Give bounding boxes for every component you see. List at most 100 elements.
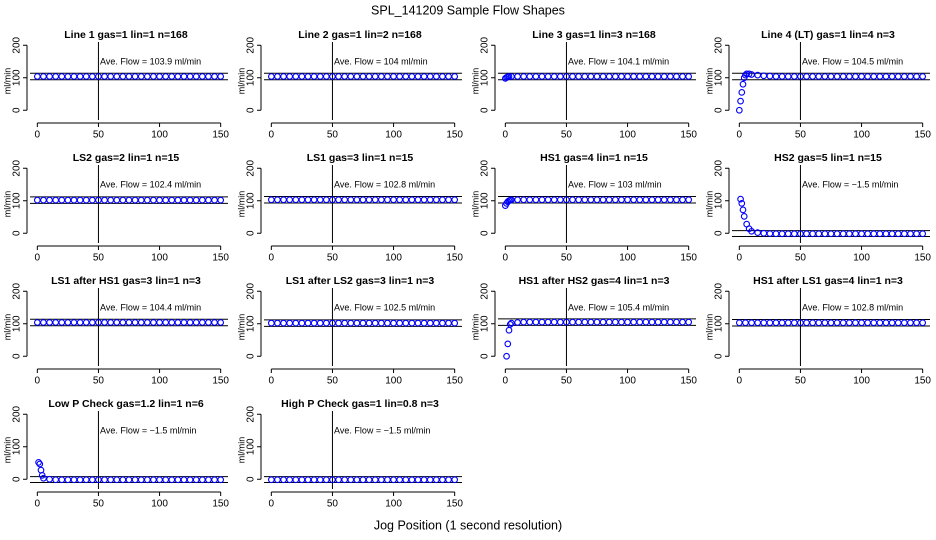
x-tick-label: 50: [93, 376, 105, 387]
annotation: Ave. Flow = −1.5 ml/min: [802, 179, 898, 189]
x-tick-label: 0: [35, 130, 41, 141]
x-tick-label: 150: [446, 499, 463, 510]
x-tick-label: 50: [327, 253, 339, 264]
y-tick-label: 100: [480, 315, 491, 332]
y-axis-label: ml/min: [2, 191, 12, 218]
x-tick-label: 0: [35, 499, 41, 510]
y-tick-label: 200: [246, 36, 257, 53]
data-point: [737, 195, 744, 203]
y-tick-label: 100: [12, 69, 23, 86]
data-point: [739, 206, 747, 214]
data-point: [505, 73, 513, 80]
y-tick-label: 200: [246, 159, 257, 176]
x-tick-label: 100: [619, 253, 636, 264]
panel-title: Low P Check gas=1.2 lin=1 n=6: [48, 398, 203, 410]
data-point: [748, 227, 755, 235]
data-point: [919, 230, 927, 238]
data-point: [451, 73, 459, 80]
y-axis-label: ml/min: [236, 68, 246, 95]
panel-title: Line 2 gas=1 lin=2 n=168: [298, 29, 422, 41]
x-tick-label: 50: [561, 253, 573, 264]
annotation: Ave. Flow = 102.4 ml/min: [100, 179, 201, 189]
y-tick-label: 0: [714, 353, 725, 359]
x-tick-label: 100: [385, 499, 402, 510]
y-axis-label: ml/min: [2, 314, 12, 341]
x-tick-label: 100: [151, 253, 168, 264]
y-axis-label: ml/min: [236, 314, 246, 341]
x-tick-label: 0: [269, 130, 275, 141]
y-tick-label: 100: [246, 315, 257, 332]
y-axis-label: ml/min: [470, 314, 480, 341]
y-tick-label: 200: [714, 36, 725, 53]
panel-title: HS1 after LS1 gas=4 lin=1 n=3: [753, 275, 903, 287]
y-tick-label: 100: [246, 438, 257, 455]
x-tick-label: 0: [503, 376, 509, 387]
y-axis-label: ml/min: [236, 437, 246, 464]
x-tick-label: 150: [680, 130, 697, 141]
data-point: [40, 474, 47, 482]
data-point: [36, 460, 44, 468]
y-tick-label: 100: [714, 192, 725, 209]
y-axis-label: ml/min: [2, 68, 12, 95]
x-tick-label: 100: [853, 376, 870, 387]
panel-title: Line 3 gas=1 lin=3 n=168: [532, 29, 656, 41]
x-tick-label: 100: [853, 253, 870, 264]
y-tick-label: 0: [12, 476, 23, 482]
y-tick-label: 100: [480, 69, 491, 86]
data-point: [740, 213, 748, 220]
y-tick-label: 200: [480, 36, 491, 53]
x-tick-label: 150: [212, 499, 229, 510]
annotation: Ave. Flow = 103 ml/min: [568, 179, 662, 189]
x-tick-label: 50: [561, 376, 573, 387]
y-tick-label: 200: [246, 405, 257, 422]
x-axis-label: Jog Position (1 second resolution): [374, 518, 562, 532]
annotation: Ave. Flow = 103.9 ml/min: [100, 56, 201, 66]
data-point: [743, 70, 751, 78]
x-tick-label: 50: [93, 499, 105, 510]
annotation: Ave. Flow = −1.5 ml/min: [334, 425, 430, 435]
x-tick-label: 0: [269, 253, 275, 264]
x-tick-label: 0: [737, 130, 743, 141]
y-tick-label: 200: [12, 405, 23, 422]
x-tick-label: 150: [212, 130, 229, 141]
y-tick-label: 100: [480, 192, 491, 209]
y-tick-label: 0: [12, 230, 23, 236]
y-axis-label: ml/min: [236, 191, 246, 218]
data-point: [748, 71, 755, 78]
y-axis-label: ml/min: [470, 68, 480, 95]
data-point: [685, 73, 693, 80]
x-tick-label: 0: [269, 499, 275, 510]
y-tick-label: 0: [246, 476, 257, 482]
y-tick-label: 100: [714, 69, 725, 86]
panel-title: Line 4 (LT) gas=1 lin=4 n=3: [761, 29, 895, 41]
panel-title: HS1 after HS2 gas=4 lin=1 n=3: [519, 275, 670, 287]
x-tick-label: 0: [737, 253, 743, 264]
x-tick-label: 0: [269, 376, 275, 387]
x-tick-label: 50: [93, 253, 105, 264]
data-point: [685, 318, 693, 326]
data-point: [735, 106, 743, 114]
y-tick-label: 100: [12, 315, 23, 332]
x-tick-label: 50: [93, 130, 105, 141]
y-tick-label: 100: [12, 438, 23, 455]
annotation: Ave. Flow = 104 ml/min: [334, 56, 428, 66]
x-tick-label: 150: [914, 376, 931, 387]
y-tick-label: 200: [480, 282, 491, 299]
x-tick-label: 50: [327, 499, 339, 510]
y-tick-label: 200: [480, 159, 491, 176]
data-point: [919, 319, 927, 327]
data-point: [754, 229, 762, 236]
x-tick-label: 150: [680, 376, 697, 387]
data-point: [504, 340, 512, 348]
y-tick-label: 200: [12, 36, 23, 53]
x-tick-label: 150: [914, 253, 931, 264]
y-tick-label: 0: [12, 107, 23, 113]
annotation: Ave. Flow = 102.5 ml/min: [334, 302, 435, 312]
annotation: Ave. Flow = 102.8 ml/min: [334, 179, 435, 189]
y-tick-label: 200: [12, 282, 23, 299]
x-tick-label: 100: [151, 376, 168, 387]
panel-title: LS2 gas=2 lin=1 n=15: [73, 152, 180, 164]
panel-title: LS1 after LS2 gas=3 lin=1 n=3: [286, 275, 435, 287]
x-tick-label: 150: [914, 130, 931, 141]
